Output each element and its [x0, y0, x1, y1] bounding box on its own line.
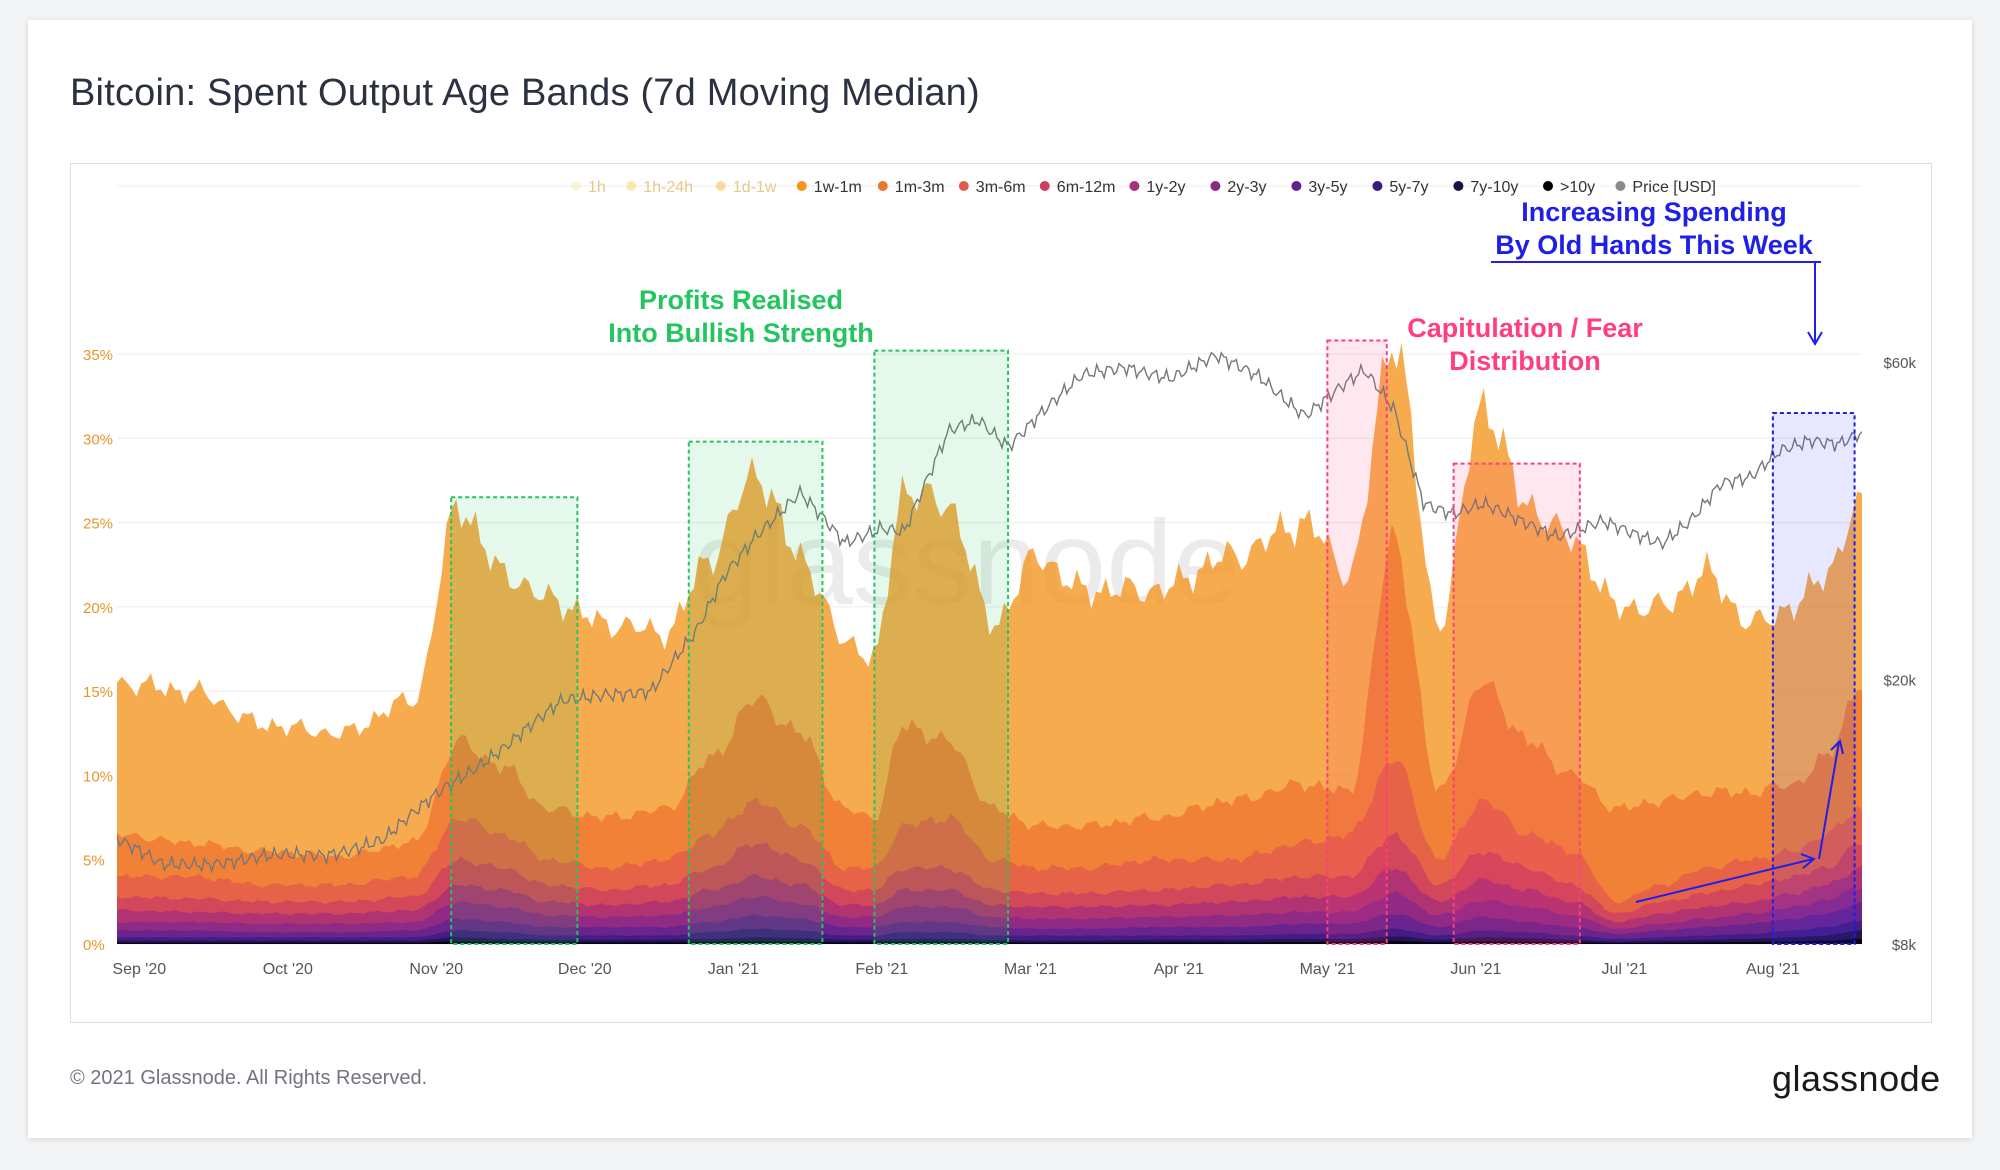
green-highlight-box — [450, 496, 579, 945]
legend-swatch — [958, 181, 969, 191]
copyright-footer: © 2021 Glassnode. All Rights Reserved. — [70, 1067, 428, 1089]
legend-label: 1d-1w — [733, 179, 777, 196]
legend-label: 5y-7y — [1389, 179, 1428, 196]
blue-pointer-arrowhead — [1807, 331, 1823, 346]
legend-swatch — [1453, 181, 1464, 191]
x-tick-label: Jan '21 — [708, 961, 759, 978]
legend-swatch — [796, 181, 807, 191]
area-series--10y — [117, 939, 1862, 944]
legend-item[interactable]: 1w-1m — [796, 179, 862, 196]
legend-swatch — [626, 181, 637, 191]
legend-swatch — [571, 181, 581, 191]
y-left-tick-label: 15% — [83, 684, 113, 701]
legend-label: 3m-6m — [976, 179, 1026, 196]
legend-label: >10y — [1560, 179, 1595, 196]
x-tick-label: Feb '21 — [855, 961, 908, 978]
blue-highlight-box — [1771, 412, 1856, 945]
y-left-tick-label: 25% — [83, 516, 113, 533]
pink-annotation-text: Distribution — [1449, 346, 1600, 376]
x-tick-label: Apr '21 — [1154, 961, 1204, 978]
x-tick-label: Jun '21 — [1450, 961, 1501, 978]
legend-label: 3y-5y — [1308, 179, 1347, 196]
x-tick-label: Mar '21 — [1004, 961, 1057, 978]
x-tick-label: Nov '20 — [409, 961, 463, 978]
x-tick-label: Sep '20 — [112, 961, 166, 978]
x-tick-label: May '21 — [1300, 961, 1356, 978]
blue-steep-arrowhead — [1830, 739, 1844, 755]
legend-label: 6m-12m — [1057, 179, 1116, 196]
y-left-tick-label: 10% — [83, 768, 113, 785]
legend-item[interactable]: 1h — [571, 179, 606, 196]
legend-item[interactable]: Price [USD] — [1615, 179, 1716, 196]
legend-swatch — [1372, 181, 1383, 191]
blue-trend-arrow — [1635, 858, 1814, 903]
legend-item[interactable]: 1h-24h — [626, 179, 693, 196]
legend-item[interactable]: 3m-6m — [958, 179, 1026, 196]
legend-label: 1m-3m — [895, 179, 945, 196]
y-left-tick-label: 30% — [83, 431, 113, 448]
legend-swatch — [1543, 181, 1553, 191]
glassnode-logo[interactable]: glassnode — [1772, 1058, 1941, 1099]
legend-item[interactable]: 1y-2y — [1129, 179, 1186, 196]
legend-swatch — [715, 181, 726, 191]
legend-item[interactable]: 5y-7y — [1372, 179, 1429, 196]
pink-highlight-box — [1452, 462, 1581, 945]
pink-highlight-box — [1326, 339, 1388, 945]
area-series-7y-10y — [117, 930, 1862, 944]
area-series-5y-7y — [117, 920, 1862, 944]
legend-item[interactable]: 3y-5y — [1291, 179, 1348, 196]
price-layer — [117, 351, 1862, 874]
price-line — [117, 351, 1862, 874]
area-series-3y-5y — [117, 901, 1862, 944]
legend-item[interactable]: 7y-10y — [1453, 179, 1518, 196]
legend-swatch — [1210, 181, 1221, 191]
y-left-tick-label: 5% — [83, 853, 105, 870]
blue-annotation-text: By Old Hands This Week — [1495, 230, 1814, 260]
legend-swatch — [877, 181, 888, 191]
area-series-1m-3m — [117, 523, 1862, 944]
legend-item[interactable]: 1m-3m — [877, 179, 945, 196]
legend-swatch — [1039, 181, 1050, 191]
stacked-areas — [117, 342, 1862, 944]
y-left-tick-label: 20% — [83, 600, 113, 617]
legend-label: 1h-24h — [643, 179, 693, 196]
y-right-tick-label: $60k — [1883, 355, 1916, 372]
green-highlight-box — [873, 349, 1010, 945]
legend-swatch — [1129, 181, 1140, 191]
annotation-boxes — [450, 339, 1856, 945]
legend-label: 1y-2y — [1146, 179, 1185, 196]
legend-label: 2y-3y — [1227, 179, 1266, 196]
x-tick-label: Dec '20 — [558, 961, 612, 978]
legend-item[interactable]: 2y-3y — [1210, 179, 1267, 196]
green-annotation-text: Into Bullish Strength — [608, 318, 873, 348]
x-tick-label: Aug '21 — [1746, 961, 1800, 978]
legend-label: Price [USD] — [1632, 179, 1716, 196]
legend-label: 1w-1m — [814, 179, 862, 196]
blue-steep-arrow — [1818, 741, 1840, 860]
y-right-tick-label: $8k — [1892, 937, 1917, 954]
legend-swatch — [1291, 181, 1302, 191]
blue-annotation-text: Increasing Spending — [1521, 197, 1787, 227]
y-right-tick-label: $20k — [1883, 672, 1916, 689]
pink-annotation-text: Capitulation / Fear — [1407, 313, 1643, 343]
x-tick-label: Oct '20 — [263, 961, 313, 978]
y-left-tick-label: 35% — [83, 347, 113, 364]
legend-item[interactable]: >10y — [1543, 179, 1595, 196]
legend-label: 7y-10y — [1470, 179, 1518, 196]
legend-item[interactable]: 1d-1w — [715, 179, 777, 196]
legend-label: 1h — [588, 179, 606, 196]
legend-item[interactable]: 6m-12m — [1039, 179, 1116, 196]
y-left-tick-label: 0% — [83, 937, 105, 954]
chart-svg[interactable]: glassnode 0%5%10%15%20%25%30%35%$8k$20k$… — [71, 164, 1931, 1022]
legend-swatch — [1615, 181, 1626, 191]
x-tick-label: Jul '21 — [1602, 961, 1648, 978]
legend: 1h 1h-24h 1d-1w 1w-1m 1m-3m 3m-6m 6m-12m 1y-2y 2… — [571, 179, 1716, 196]
green-highlight-box — [687, 440, 824, 945]
chart-title: Bitcoin: Spent Output Age Bands (7d Movi… — [70, 72, 980, 114]
axes: 0% 5% 10% 15% 20% 25% 30% 35% $8k $20k $60k Sep '20… — [83, 347, 1916, 978]
blue-trend-arrowhead — [1800, 853, 1816, 869]
green-annotation-text: Profits Realised — [639, 285, 843, 315]
chart-container: glassnode 0%5%10%15%20%25%30%35%$8k$20k$… — [70, 163, 1932, 1023]
